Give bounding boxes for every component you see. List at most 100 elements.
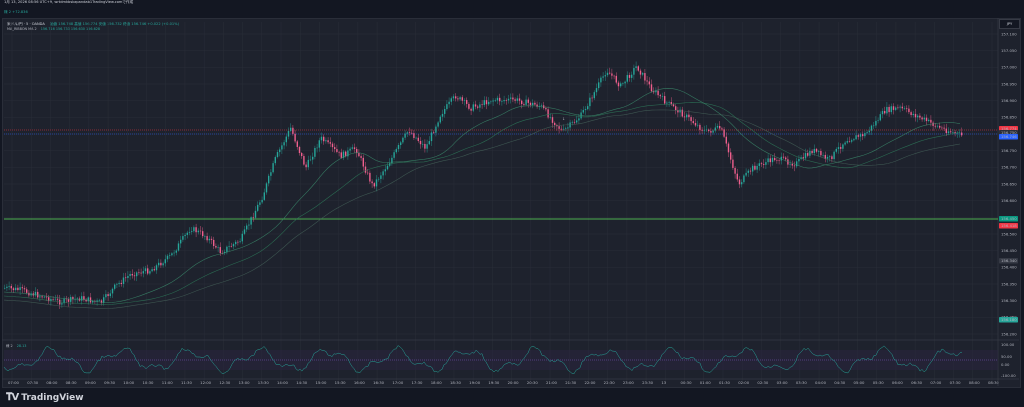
candle[interactable] [52, 299, 54, 300]
candle[interactable] [611, 73, 613, 76]
candle[interactable] [668, 102, 670, 103]
candle[interactable] [208, 238, 210, 241]
candle[interactable] [323, 136, 325, 142]
candle[interactable] [523, 104, 525, 105]
candle[interactable] [122, 277, 125, 284]
candle[interactable] [127, 275, 129, 278]
candle[interactable] [670, 102, 672, 105]
candle[interactable] [125, 277, 127, 279]
candle[interactable] [312, 156, 314, 160]
candle[interactable] [903, 108, 906, 109]
candle[interactable] [622, 83, 624, 84]
candle[interactable] [925, 117, 928, 122]
candle[interactable] [54, 298, 56, 300]
candle[interactable] [811, 150, 813, 153]
candle[interactable] [12, 288, 15, 291]
candle[interactable] [908, 108, 910, 113]
candle[interactable] [939, 125, 941, 128]
candle[interactable] [444, 109, 446, 114]
candle[interactable] [901, 106, 903, 109]
candle[interactable] [602, 76, 604, 78]
candle[interactable] [129, 273, 131, 276]
candle[interactable] [921, 117, 923, 120]
candle[interactable] [397, 145, 400, 150]
candle[interactable] [604, 75, 606, 77]
candle[interactable] [765, 162, 767, 165]
candle[interactable] [382, 171, 384, 176]
candle[interactable] [81, 296, 83, 301]
candle[interactable] [10, 286, 12, 289]
candle[interactable] [109, 293, 111, 297]
candle[interactable] [567, 127, 569, 129]
candle[interactable] [796, 161, 798, 167]
candle[interactable] [813, 148, 815, 153]
candle[interactable] [705, 129, 708, 131]
candle[interactable] [943, 127, 945, 129]
candle[interactable] [855, 135, 857, 140]
candle[interactable] [789, 163, 791, 165]
ma-ribbon-legend[interactable]: MA_RIBBON MA 2 156.716 156.733 156.630 1… [7, 27, 100, 31]
candle[interactable] [404, 133, 406, 138]
candle[interactable] [327, 140, 329, 143]
candle[interactable] [714, 127, 716, 131]
candle[interactable] [835, 148, 837, 152]
candle[interactable] [919, 115, 921, 118]
candle[interactable] [250, 217, 252, 225]
candle[interactable] [488, 101, 490, 105]
candle[interactable] [642, 73, 644, 75]
candle[interactable] [639, 70, 642, 75]
candle[interactable] [798, 159, 800, 162]
candle[interactable] [692, 121, 694, 124]
candle[interactable] [873, 125, 875, 127]
candle[interactable] [738, 179, 741, 185]
candle[interactable] [437, 122, 439, 127]
candle[interactable] [890, 106, 892, 113]
candle[interactable] [114, 284, 116, 289]
candle[interactable] [490, 101, 492, 103]
candle[interactable] [334, 147, 336, 150]
candle[interactable] [646, 80, 648, 82]
candle[interactable] [512, 97, 514, 100]
candle[interactable] [723, 129, 725, 137]
candle[interactable] [243, 229, 246, 234]
candle[interactable] [103, 297, 105, 303]
candle[interactable] [213, 239, 215, 246]
candle[interactable] [136, 272, 138, 277]
candle[interactable] [952, 132, 954, 133]
candle[interactable] [316, 147, 318, 149]
candle[interactable] [261, 199, 263, 203]
candle[interactable] [518, 98, 521, 101]
candle[interactable] [558, 126, 560, 129]
candle[interactable] [884, 111, 886, 114]
candle[interactable] [609, 72, 611, 74]
candle[interactable] [166, 255, 169, 260]
candle[interactable] [474, 104, 477, 107]
candle[interactable] [452, 96, 455, 99]
candle[interactable] [63, 298, 65, 304]
candle[interactable] [279, 149, 281, 153]
candle[interactable] [633, 68, 635, 75]
candle[interactable] [945, 128, 947, 133]
candle[interactable] [292, 127, 294, 134]
candle[interactable] [521, 100, 523, 105]
candle[interactable] [815, 148, 818, 152]
candle[interactable] [118, 282, 120, 284]
candle[interactable] [613, 75, 615, 77]
candle[interactable] [802, 157, 804, 159]
candle[interactable] [252, 217, 254, 218]
candle[interactable] [936, 125, 939, 127]
candle[interactable] [259, 202, 261, 205]
candle[interactable] [248, 224, 250, 226]
candle[interactable] [527, 99, 529, 103]
candle[interactable] [870, 125, 873, 131]
candle[interactable] [648, 81, 650, 85]
candle[interactable] [771, 157, 774, 163]
candle[interactable] [736, 173, 738, 180]
candle[interactable] [809, 150, 811, 156]
candle[interactable] [961, 132, 963, 136]
candle[interactable] [620, 83, 622, 87]
candle[interactable] [39, 296, 41, 298]
candle[interactable] [204, 236, 206, 237]
currency-button[interactable]: JPY [999, 19, 1020, 29]
